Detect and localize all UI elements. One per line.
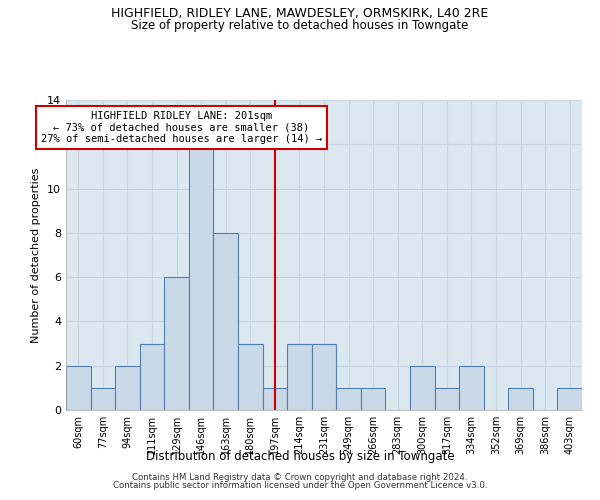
Bar [287,344,312,410]
Bar [91,388,115,410]
Y-axis label: Number of detached properties: Number of detached properties [31,168,41,342]
Bar [238,344,263,410]
Bar [410,366,434,410]
Bar [312,344,336,410]
Bar [557,388,582,410]
Bar [508,388,533,410]
Text: Distribution of detached houses by size in Towngate: Distribution of detached houses by size … [146,450,454,463]
Bar [115,366,140,410]
Bar [434,388,459,410]
Text: HIGHFIELD RIDLEY LANE: 201sqm
← 73% of detached houses are smaller (38)
27% of s: HIGHFIELD RIDLEY LANE: 201sqm ← 73% of d… [41,111,322,144]
Bar [164,277,189,410]
Text: HIGHFIELD, RIDLEY LANE, MAWDESLEY, ORMSKIRK, L40 2RE: HIGHFIELD, RIDLEY LANE, MAWDESLEY, ORMSK… [112,8,488,20]
Bar [140,344,164,410]
Bar [361,388,385,410]
Text: Contains HM Land Registry data © Crown copyright and database right 2024.: Contains HM Land Registry data © Crown c… [132,472,468,482]
Text: Size of property relative to detached houses in Towngate: Size of property relative to detached ho… [131,19,469,32]
Bar [189,144,214,410]
Bar [459,366,484,410]
Bar [66,366,91,410]
Bar [214,233,238,410]
Bar [336,388,361,410]
Text: Contains public sector information licensed under the Open Government Licence v3: Contains public sector information licen… [113,481,487,490]
Bar [263,388,287,410]
